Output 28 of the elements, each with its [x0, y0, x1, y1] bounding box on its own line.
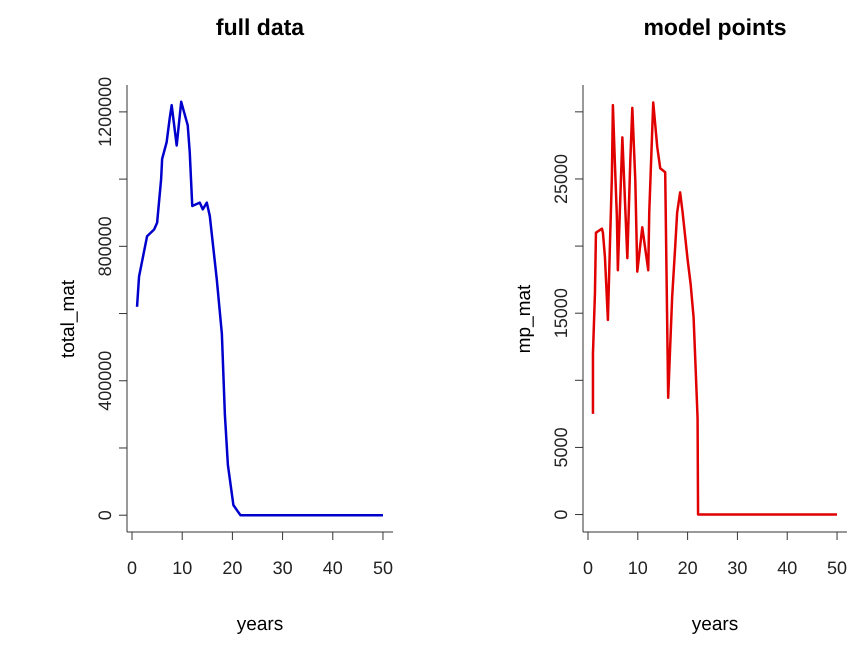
y-axis-title: mp_mat: [513, 284, 536, 356]
x-tick-label: 0: [127, 558, 138, 578]
x-tick-label: 0: [582, 558, 593, 578]
x-tick-label: 10: [172, 558, 192, 578]
x-axis-title: years: [236, 614, 284, 636]
x-tick-label: 30: [727, 558, 748, 578]
y-tick-label: 5000: [551, 427, 571, 468]
line-series: [592, 101, 838, 516]
x-axis-title: years: [690, 614, 740, 636]
chart-title: full data: [214, 14, 306, 41]
y-tick-label: 1200000: [95, 76, 115, 147]
y-tick-label: 25000: [551, 154, 571, 204]
chart-title: model points: [642, 14, 788, 41]
y-tick-label: 0: [551, 510, 571, 520]
x-tick-label: 40: [322, 558, 343, 578]
x-tick-label: 20: [678, 558, 698, 578]
line-series: [136, 100, 384, 516]
y-tick-label: 800000: [95, 216, 115, 276]
y-tick-label: 400000: [95, 350, 115, 411]
x-tick-label: 10: [628, 558, 648, 578]
y-axis-title: total_mat: [57, 278, 80, 360]
x-tick-label: 40: [777, 558, 798, 578]
x-tick-label: 50: [372, 558, 393, 578]
x-tick-label: 50: [827, 558, 848, 578]
x-tick-label: 30: [272, 558, 293, 578]
y-tick-label: 0: [95, 510, 115, 520]
x-tick-label: 20: [222, 558, 242, 578]
y-tick-label: 15000: [551, 288, 571, 338]
